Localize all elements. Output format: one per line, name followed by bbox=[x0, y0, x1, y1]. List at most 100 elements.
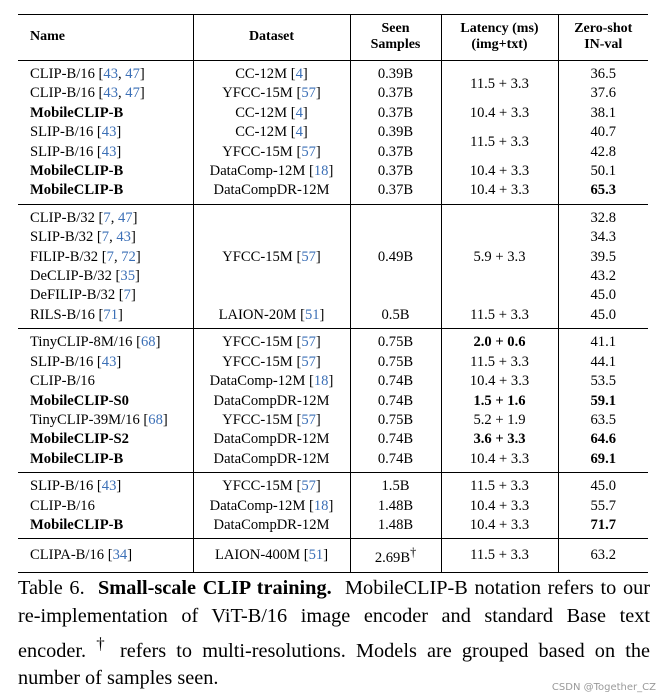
dataset-name: CC-12M bbox=[235, 104, 288, 121]
model-name-ref-number: 68 bbox=[141, 334, 156, 351]
model-name-cell: SLIP-B/16 [43] bbox=[18, 142, 194, 163]
dataset-cell: DataCompDR-12M bbox=[193, 391, 351, 411]
dataset-cell: YFCC-15M [57] bbox=[193, 328, 351, 353]
model-name-cell: SLIP-B/32 [7, 43] bbox=[18, 228, 194, 248]
results-table: Name Dataset Seen Samples Latency (ms) (… bbox=[18, 14, 648, 573]
latency-cell: 1.5 + 1.6 bbox=[441, 391, 559, 411]
dataset-ref-bracket: [ bbox=[300, 306, 305, 323]
model-name-ref-number: 47 bbox=[125, 66, 140, 82]
header-latency-line1: Latency (ms) bbox=[460, 21, 539, 36]
model-name-cell: MobileCLIP-B bbox=[18, 449, 194, 473]
dataset-cell: CC-12M [4] bbox=[193, 60, 351, 85]
model-name-ref-bracket: [ bbox=[96, 353, 102, 370]
header-seen-samples-line1: Seen bbox=[381, 21, 410, 36]
dataset-cell: LAION-20M [51] bbox=[193, 305, 351, 329]
table-row: FILIP-B/32 [7, 72] 39.5 bbox=[18, 247, 648, 268]
dataset-name: YFCC-15M bbox=[222, 334, 293, 351]
caption-title: Small-scale CLIP training. bbox=[98, 577, 332, 599]
model-name-ref-number: 47 bbox=[118, 209, 133, 226]
table-row: SLIP-B/16 [43] YFCC-15M [57] 0.37B 42.8 bbox=[18, 142, 648, 163]
seen-samples-value: 0.37B bbox=[377, 85, 414, 102]
zero-shot-cell: 65.3 bbox=[590, 182, 617, 199]
dataset-cell: LAION-400M [51] bbox=[193, 538, 351, 573]
model-name: DeFILIP-B/32 bbox=[30, 287, 116, 304]
zero-shot-cell: 39.5 bbox=[590, 248, 617, 265]
model-name-cell: SLIP-B/16 [43] bbox=[18, 123, 194, 143]
model-name-ref-bracket: [ bbox=[96, 124, 102, 141]
model-name-cell: CLIP-B/16 [43, 47] bbox=[18, 84, 194, 104]
row-group: CLIP-B/16 [43, 47] CC-12M [4] 0.39B 11.5 + … bbox=[18, 60, 648, 205]
model-name: MobileCLIP-B bbox=[30, 450, 124, 467]
model-name-cell: DeFILIP-B/32 [7] bbox=[18, 286, 194, 306]
model-name-ref-bracket: ] bbox=[130, 287, 136, 304]
table-row: MobileCLIP-S0 DataCompDR-12M 0.74B 1.5 + 1.… bbox=[18, 391, 648, 411]
dataset-cell: DataCompDR-12M bbox=[193, 449, 351, 473]
model-name: CLIP-B/16 bbox=[30, 66, 95, 82]
model-name-ref-bracket: [ bbox=[98, 85, 104, 102]
caption-text-part2: refers to multi-resolutions. Models are … bbox=[18, 639, 651, 690]
model-name: DeCLIP-B/32 bbox=[30, 268, 112, 285]
model-name-ref-bracket: ] bbox=[116, 353, 122, 370]
dataset-ref-number: 57 bbox=[301, 478, 316, 495]
model-name-ref-bracket: [ bbox=[118, 287, 124, 304]
model-name-ref-bracket: ] bbox=[118, 306, 123, 323]
model-name: TinyCLIP-8M/16 bbox=[30, 334, 133, 351]
seen-samples-value: 1.5B bbox=[381, 478, 410, 495]
table-row: CLIP-B/16 DataComp-12M [18] 0.74B 10.4 + 3.… bbox=[18, 372, 648, 392]
model-name-cell: CLIP-B/32 [7, 47] bbox=[18, 204, 194, 229]
model-name-cell: SLIP-B/16 [43] bbox=[18, 352, 194, 373]
latency-cell: 5.2 + 1.9 bbox=[441, 410, 559, 431]
table-row: SLIP-B/16 [43] YFCC-15M [57] 0.75B 11.5 + 3… bbox=[18, 352, 648, 373]
latency-cell: 5.9 + 3.3 bbox=[441, 204, 559, 306]
dataset-name: YFCC-15M bbox=[222, 478, 293, 495]
model-name-cell: MobileCLIP-B bbox=[18, 103, 194, 124]
dataset-ref-number: 4 bbox=[295, 124, 303, 141]
table-header: Name Dataset Seen Samples Latency (ms) (… bbox=[18, 14, 648, 61]
model-name-ref-bracket: [ bbox=[98, 66, 104, 82]
seen-samples-cell: 0.49B bbox=[350, 204, 442, 306]
model-name: MobileCLIP-B bbox=[30, 516, 124, 533]
seen-samples-cell: 0.37B bbox=[350, 84, 442, 104]
dataset-ref-bracket: [ bbox=[296, 334, 302, 351]
seen-samples-cell: 0.39B bbox=[350, 123, 442, 143]
model-name: CLIP-B/32 bbox=[30, 209, 95, 226]
seen-samples-cell: 0.37B bbox=[350, 162, 442, 182]
dataset-name: YFCC-15M bbox=[222, 85, 293, 102]
dataset-ref-bracket: ] bbox=[328, 373, 334, 390]
dataset-name: YFCC-15M bbox=[222, 143, 293, 160]
model-name-ref-number: 43 bbox=[116, 229, 131, 246]
model-name-ref-bracket: [ bbox=[107, 547, 113, 564]
seen-samples-value: 0.37B bbox=[377, 104, 414, 121]
dataset-ref-bracket: [ bbox=[296, 85, 302, 102]
seen-samples-cell: 0.5B bbox=[350, 305, 442, 329]
dataset-ref-bracket: ] bbox=[315, 143, 321, 160]
model-name-ref-bracket: [ bbox=[98, 306, 104, 323]
watermark: CSDN @Together_CZ bbox=[551, 682, 656, 693]
header-dataset: Dataset bbox=[193, 14, 351, 61]
table-caption: Table 6. Small-scale CLIP training. Mobi… bbox=[18, 575, 650, 693]
dataset-cell: DataComp-12M [18] bbox=[193, 496, 351, 516]
model-name-ref-bracket: , bbox=[118, 85, 126, 102]
dataset-ref-number: 57 bbox=[301, 353, 316, 370]
seen-samples-value: 0.75B bbox=[377, 353, 414, 370]
model-name-ref-bracket: ] bbox=[116, 143, 122, 160]
dataset-cell: CC-12M [4] bbox=[193, 103, 351, 124]
seen-samples-value: 0.49B bbox=[377, 248, 414, 265]
model-name-ref-number: 68 bbox=[148, 411, 163, 428]
zero-shot-cell: 43.2 bbox=[590, 268, 617, 285]
model-name-ref-number: 34 bbox=[112, 547, 128, 564]
caption-label: Table 6. bbox=[18, 577, 85, 599]
table-row: MobileCLIP-B DataCompDR-12M 0.37B 10.4 + 3.… bbox=[18, 181, 648, 205]
model-name-ref-bracket: [ bbox=[96, 478, 102, 495]
dataset-ref-bracket: [ bbox=[290, 124, 296, 141]
zero-shot-cell: 59.1 bbox=[590, 392, 617, 409]
zero-shot-cell: 40.7 bbox=[590, 124, 617, 141]
model-name-ref-number: 43 bbox=[101, 124, 117, 141]
header-latency-line2: (img+txt) bbox=[471, 37, 528, 52]
model-name-ref-bracket: [ bbox=[136, 334, 141, 351]
zero-shot-cell: 64.6 bbox=[590, 431, 617, 448]
model-name-ref-bracket: ] bbox=[130, 229, 136, 246]
model-name: MobileCLIP-B bbox=[30, 163, 124, 180]
row-group: CLIP-B/32 [7, 47] YFCC-15M [57] 0.49B 5.9 +… bbox=[18, 204, 648, 329]
model-name-cell: SLIP-B/16 [43] bbox=[18, 472, 194, 497]
